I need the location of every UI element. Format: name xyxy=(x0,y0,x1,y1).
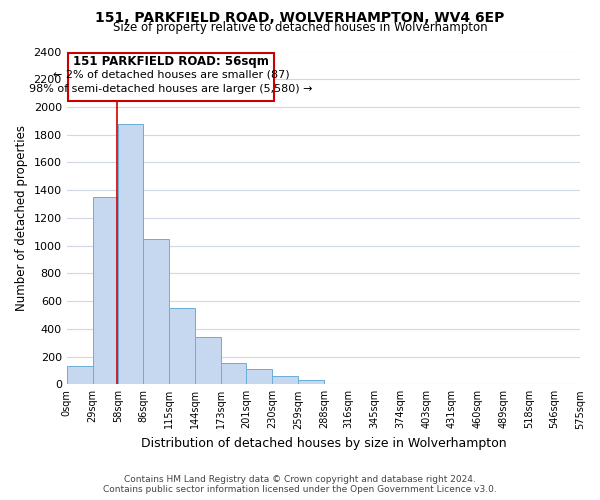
Bar xyxy=(298,380,324,384)
Bar xyxy=(169,308,195,384)
Text: Size of property relative to detached houses in Wolverhampton: Size of property relative to detached ho… xyxy=(113,21,487,34)
Text: ← 2% of detached houses are smaller (87): ← 2% of detached houses are smaller (87) xyxy=(53,70,289,80)
X-axis label: Distribution of detached houses by size in Wolverhampton: Distribution of detached houses by size … xyxy=(140,437,506,450)
Bar xyxy=(118,124,143,384)
Bar xyxy=(67,366,92,384)
Bar xyxy=(92,197,118,384)
Text: Contains HM Land Registry data © Crown copyright and database right 2024.
Contai: Contains HM Land Registry data © Crown c… xyxy=(103,474,497,494)
Bar xyxy=(272,376,298,384)
FancyBboxPatch shape xyxy=(68,53,274,100)
Y-axis label: Number of detached properties: Number of detached properties xyxy=(15,125,28,311)
Bar xyxy=(246,369,272,384)
Bar xyxy=(195,337,221,384)
Text: 98% of semi-detached houses are larger (5,580) →: 98% of semi-detached houses are larger (… xyxy=(29,84,313,94)
Text: 151, PARKFIELD ROAD, WOLVERHAMPTON, WV4 6EP: 151, PARKFIELD ROAD, WOLVERHAMPTON, WV4 … xyxy=(95,11,505,25)
Text: 151 PARKFIELD ROAD: 56sqm: 151 PARKFIELD ROAD: 56sqm xyxy=(73,54,269,68)
Bar xyxy=(221,363,246,384)
Bar xyxy=(143,238,169,384)
